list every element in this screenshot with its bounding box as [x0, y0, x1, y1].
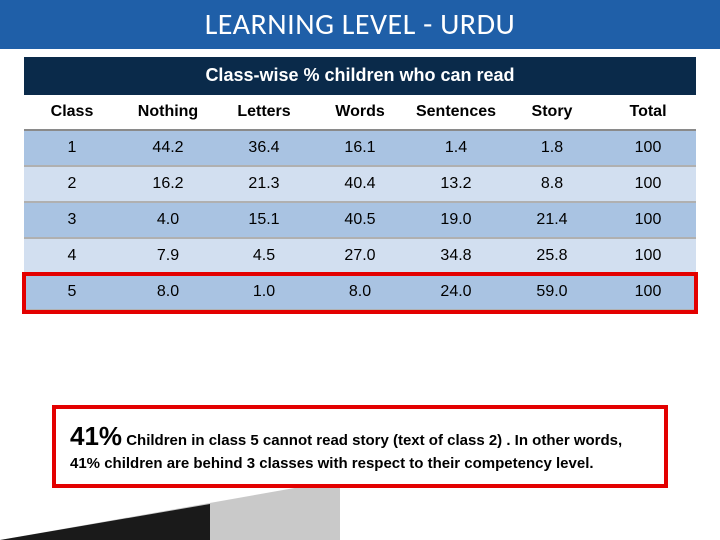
slide-title: LEARNING LEVEL - URDU: [0, 0, 720, 49]
table-cell: 25.8: [504, 238, 600, 274]
data-table: Class Nothing Letters Words Sentences St…: [24, 95, 696, 311]
table-cell: 34.8: [408, 238, 504, 274]
table-cell: 1: [24, 130, 120, 166]
table-cell: 27.0: [312, 238, 408, 274]
table-row: 58.01.08.024.059.0100: [24, 274, 696, 310]
table-caption: Class-wise % children who can read: [24, 57, 696, 95]
callout-box: 41% Children in class 5 cannot read stor…: [52, 405, 668, 488]
table-cell: 100: [600, 166, 696, 202]
table-row: 34.015.140.519.021.4100: [24, 202, 696, 238]
table-cell: 16.2: [120, 166, 216, 202]
table-cell: 1.8: [504, 130, 600, 166]
col-header: Story: [504, 95, 600, 130]
table-cell: 59.0: [504, 274, 600, 310]
table-cell: 100: [600, 274, 696, 310]
table-container: Class-wise % children who can read Class…: [24, 57, 696, 311]
table-header-row: Class Nothing Letters Words Sentences St…: [24, 95, 696, 130]
table-cell: 44.2: [120, 130, 216, 166]
table-cell: 5: [24, 274, 120, 310]
col-header: Total: [600, 95, 696, 130]
table-cell: 100: [600, 238, 696, 274]
table-cell: 19.0: [408, 202, 504, 238]
table-row: 144.236.416.11.41.8100: [24, 130, 696, 166]
table-cell: 8.0: [120, 274, 216, 310]
table-cell: 36.4: [216, 130, 312, 166]
table-cell: 40.5: [312, 202, 408, 238]
table-cell: 21.3: [216, 166, 312, 202]
table-row: 216.221.340.413.28.8100: [24, 166, 696, 202]
table-cell: 21.4: [504, 202, 600, 238]
table-cell: 7.9: [120, 238, 216, 274]
table-cell: 1.4: [408, 130, 504, 166]
col-header: Sentences: [408, 95, 504, 130]
table-cell: 4: [24, 238, 120, 274]
table-row: 47.94.527.034.825.8100: [24, 238, 696, 274]
table-cell: 15.1: [216, 202, 312, 238]
table-cell: 100: [600, 130, 696, 166]
col-header: Class: [24, 95, 120, 130]
table-cell: 13.2: [408, 166, 504, 202]
table-cell: 8.8: [504, 166, 600, 202]
table-cell: 1.0: [216, 274, 312, 310]
callout-percent: 41%: [70, 421, 122, 451]
table-cell: 3: [24, 202, 120, 238]
table-cell: 8.0: [312, 274, 408, 310]
table-cell: 16.1: [312, 130, 408, 166]
table-cell: 2: [24, 166, 120, 202]
table-cell: 24.0: [408, 274, 504, 310]
callout-text: Children in class 5 cannot read story (t…: [70, 432, 622, 472]
table-cell: 4.5: [216, 238, 312, 274]
table-cell: 40.4: [312, 166, 408, 202]
col-header: Words: [312, 95, 408, 130]
table-cell: 4.0: [120, 202, 216, 238]
table-cell: 100: [600, 202, 696, 238]
col-header: Nothing: [120, 95, 216, 130]
col-header: Letters: [216, 95, 312, 130]
decorative-wedge-dark: [0, 504, 210, 540]
